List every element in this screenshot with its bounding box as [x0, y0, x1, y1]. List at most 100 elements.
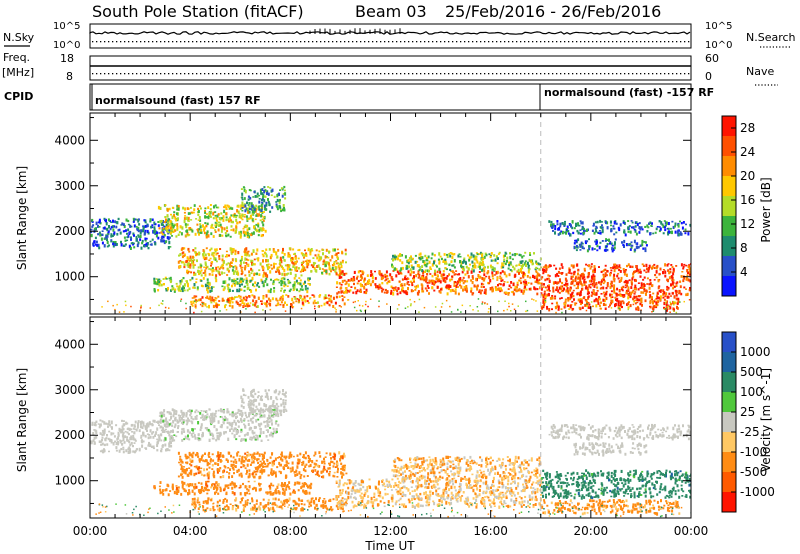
nave-dot: [440, 73, 442, 75]
echo-cell: [241, 270, 244, 275]
echo-cell: [639, 302, 642, 306]
echo-cell: [633, 270, 635, 274]
echo-cell: [595, 304, 598, 308]
echo-cell: [340, 283, 343, 286]
echo-cell: [192, 418, 195, 421]
echo-cell: [630, 246, 633, 249]
echo-cell: [197, 433, 200, 436]
echo-cell: [548, 308, 551, 312]
echo-cell: [669, 227, 672, 230]
echo-cell: [97, 224, 99, 228]
echo-cell: [148, 421, 151, 425]
echo-cell: [579, 275, 582, 277]
echo-cell: [283, 185, 286, 189]
echo-cell: [321, 268, 324, 270]
echo-cell: [270, 194, 273, 197]
echo-cell: [592, 289, 595, 293]
echo-cell: [508, 305, 510, 308]
echo-cell: [237, 251, 240, 255]
echo-cell: [509, 262, 512, 265]
echo-cell: [204, 427, 207, 430]
echo-cell: [239, 277, 242, 281]
echo-cell: [537, 263, 540, 266]
echo-cell: [191, 276, 194, 280]
echo-cell: [306, 295, 309, 298]
echo-cell: [370, 270, 373, 274]
echo-cell: [638, 222, 641, 225]
echo-cell: [122, 420, 125, 422]
echo-cell: [448, 284, 450, 288]
echo-cell: [169, 276, 172, 281]
echo-cell: [232, 429, 235, 432]
echo-cell: [285, 273, 288, 276]
echo-cell: [536, 288, 539, 291]
echo-cell: [231, 269, 234, 272]
echo-cell: [659, 298, 662, 301]
echo-cell: [473, 262, 476, 265]
echo-cell: [241, 400, 244, 404]
echo-cell: [140, 246, 143, 250]
echo-cell: [341, 261, 344, 264]
nsearch-dot: [344, 41, 346, 43]
nave-dot: [152, 73, 154, 75]
echo-cell: [103, 448, 105, 451]
echo-cell: [247, 259, 250, 262]
echo-cell: [489, 287, 492, 291]
echo-cell: [396, 257, 399, 261]
echo-cell: [633, 293, 636, 295]
echo-cell: [183, 430, 186, 433]
echo-cell: [561, 272, 564, 274]
freq-tick-top: 18: [60, 52, 74, 65]
echo-cell: [583, 278, 586, 281]
echo-cell: [297, 249, 300, 251]
echo-cell: [360, 310, 362, 313]
echo-cell: [559, 297, 562, 300]
echo-cell: [481, 253, 483, 258]
echo-cell: [251, 218, 254, 222]
echo-cell: [241, 398, 244, 402]
echo-cell: [253, 258, 256, 261]
echo-cell: [136, 425, 139, 429]
echo-cell: [523, 290, 526, 293]
echo-cell: [217, 228, 220, 232]
echo-cell: [428, 279, 431, 282]
echo-cell: [102, 450, 105, 454]
echo-cell: [502, 262, 505, 264]
echo-cell: [514, 285, 517, 289]
echo-cell: [188, 234, 191, 236]
echo-cell: [482, 286, 485, 288]
echo-cell: [140, 440, 143, 443]
nsearch-dot: [132, 41, 134, 43]
echo-cell: [624, 281, 627, 284]
echo-cell: [445, 299, 448, 302]
echo-cell: [171, 235, 173, 237]
echo-cell: [472, 269, 475, 273]
echo-cell: [436, 265, 438, 268]
echo-cell: [353, 277, 356, 282]
echo-cell: [262, 255, 265, 258]
echo-cell: [272, 280, 275, 283]
echo-cell: [238, 232, 241, 235]
echo-cell: [581, 242, 584, 245]
echo-cell: [635, 221, 638, 224]
echo-cell: [586, 303, 588, 305]
echo-cell: [677, 299, 680, 303]
echo-cell: [106, 443, 109, 446]
nave-dot: [676, 73, 678, 75]
echo-cell: [142, 440, 145, 443]
echo-cell: [269, 186, 272, 189]
echo-cell: [255, 306, 258, 308]
echo-cell: [263, 199, 266, 203]
echo-cell: [196, 223, 199, 226]
echo-cell: [162, 220, 165, 224]
echo-cell: [545, 271, 548, 273]
echo-cell: [569, 296, 572, 301]
echo-cell: [281, 294, 284, 298]
echo-cell: [438, 252, 441, 256]
echo-cell: [217, 432, 220, 435]
nsearch-dot: [108, 41, 110, 43]
echo-cell: [596, 220, 599, 224]
echo-cell: [190, 420, 193, 423]
echo-cell: [248, 413, 250, 418]
echo-cell: [666, 308, 668, 312]
